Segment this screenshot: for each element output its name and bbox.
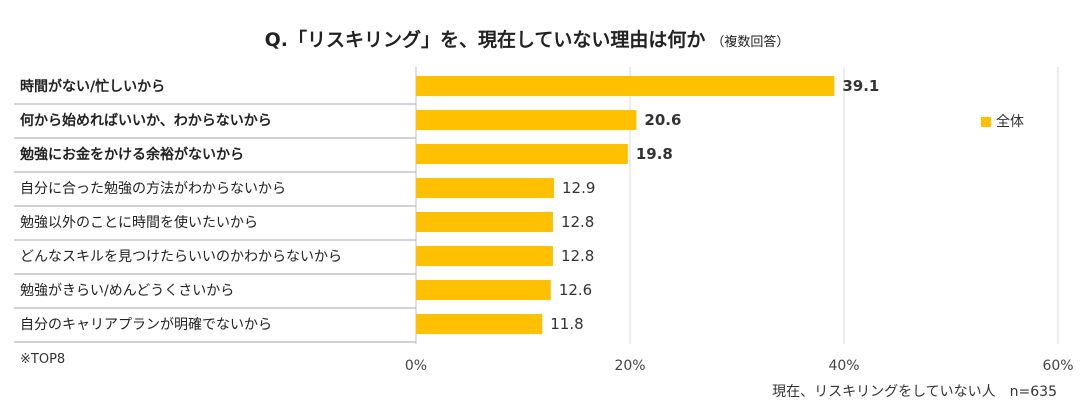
value-label: 12.9 xyxy=(562,179,595,197)
bar xyxy=(416,76,835,96)
bar xyxy=(416,144,628,164)
category-label: 勉強にお金をかける余裕がないから xyxy=(19,146,244,163)
sample-note: 現在、リスキリングをしていない人 n=635 xyxy=(772,384,1057,400)
bar xyxy=(416,280,551,300)
x-tick-label: 20% xyxy=(614,358,645,374)
value-label: 19.8 xyxy=(636,145,673,163)
legend-swatch xyxy=(981,117,991,127)
value-label: 11.8 xyxy=(550,315,583,333)
x-tick-label: 60% xyxy=(1042,358,1073,374)
bar xyxy=(416,314,543,334)
value-label: 39.1 xyxy=(842,77,879,95)
value-label: 12.6 xyxy=(559,281,592,299)
category-label: 時間がない/忙しいから xyxy=(20,78,165,95)
bar xyxy=(416,110,637,130)
x-axis-ticks: 0% 20% 40% 60% xyxy=(405,358,1074,374)
category-rows: 時間がない/忙しいから何から始めればいいか、わからないから勉強にお金をかける余裕… xyxy=(14,78,416,343)
x-tick-label: 0% xyxy=(405,358,427,374)
category-label: 自分に合った勉強の方法がわからないから xyxy=(20,181,286,197)
bar xyxy=(416,178,555,198)
category-label: どんなスキルを見つけたらいいのかわからないから xyxy=(20,249,342,265)
value-label: 20.6 xyxy=(644,111,681,129)
bar xyxy=(416,212,553,232)
bar xyxy=(416,246,553,266)
grid-layer xyxy=(415,67,1059,344)
category-label: 何から始めればいいか、わからないから xyxy=(20,112,272,129)
value-label: 12.8 xyxy=(561,213,594,231)
value-labels: 39.1 20.6 19.8 12.9 12.8 12.8 12.6 11.8 xyxy=(550,77,879,333)
x-tick-label: 40% xyxy=(828,358,859,374)
value-label: 12.8 xyxy=(561,247,594,265)
legend: 全体 xyxy=(981,113,1024,130)
category-label: 勉強がきらい/めんどうくさいから xyxy=(20,283,234,299)
chart-title-note: （複数回答） xyxy=(711,34,789,50)
legend-label: 全体 xyxy=(996,113,1024,130)
category-label: 自分のキャリアプランが明確でないから xyxy=(20,317,272,333)
note-top8: ※TOP8 xyxy=(20,352,65,367)
chart-title: Q.「リスキリング」を、現在していない理由は何か （複数回答） xyxy=(265,28,790,51)
chart-title-main: Q.「リスキリング」を、現在していない理由は何か xyxy=(265,28,706,51)
bars xyxy=(416,76,835,334)
category-label: 勉強以外のことに時間を使いたいから xyxy=(20,214,258,231)
